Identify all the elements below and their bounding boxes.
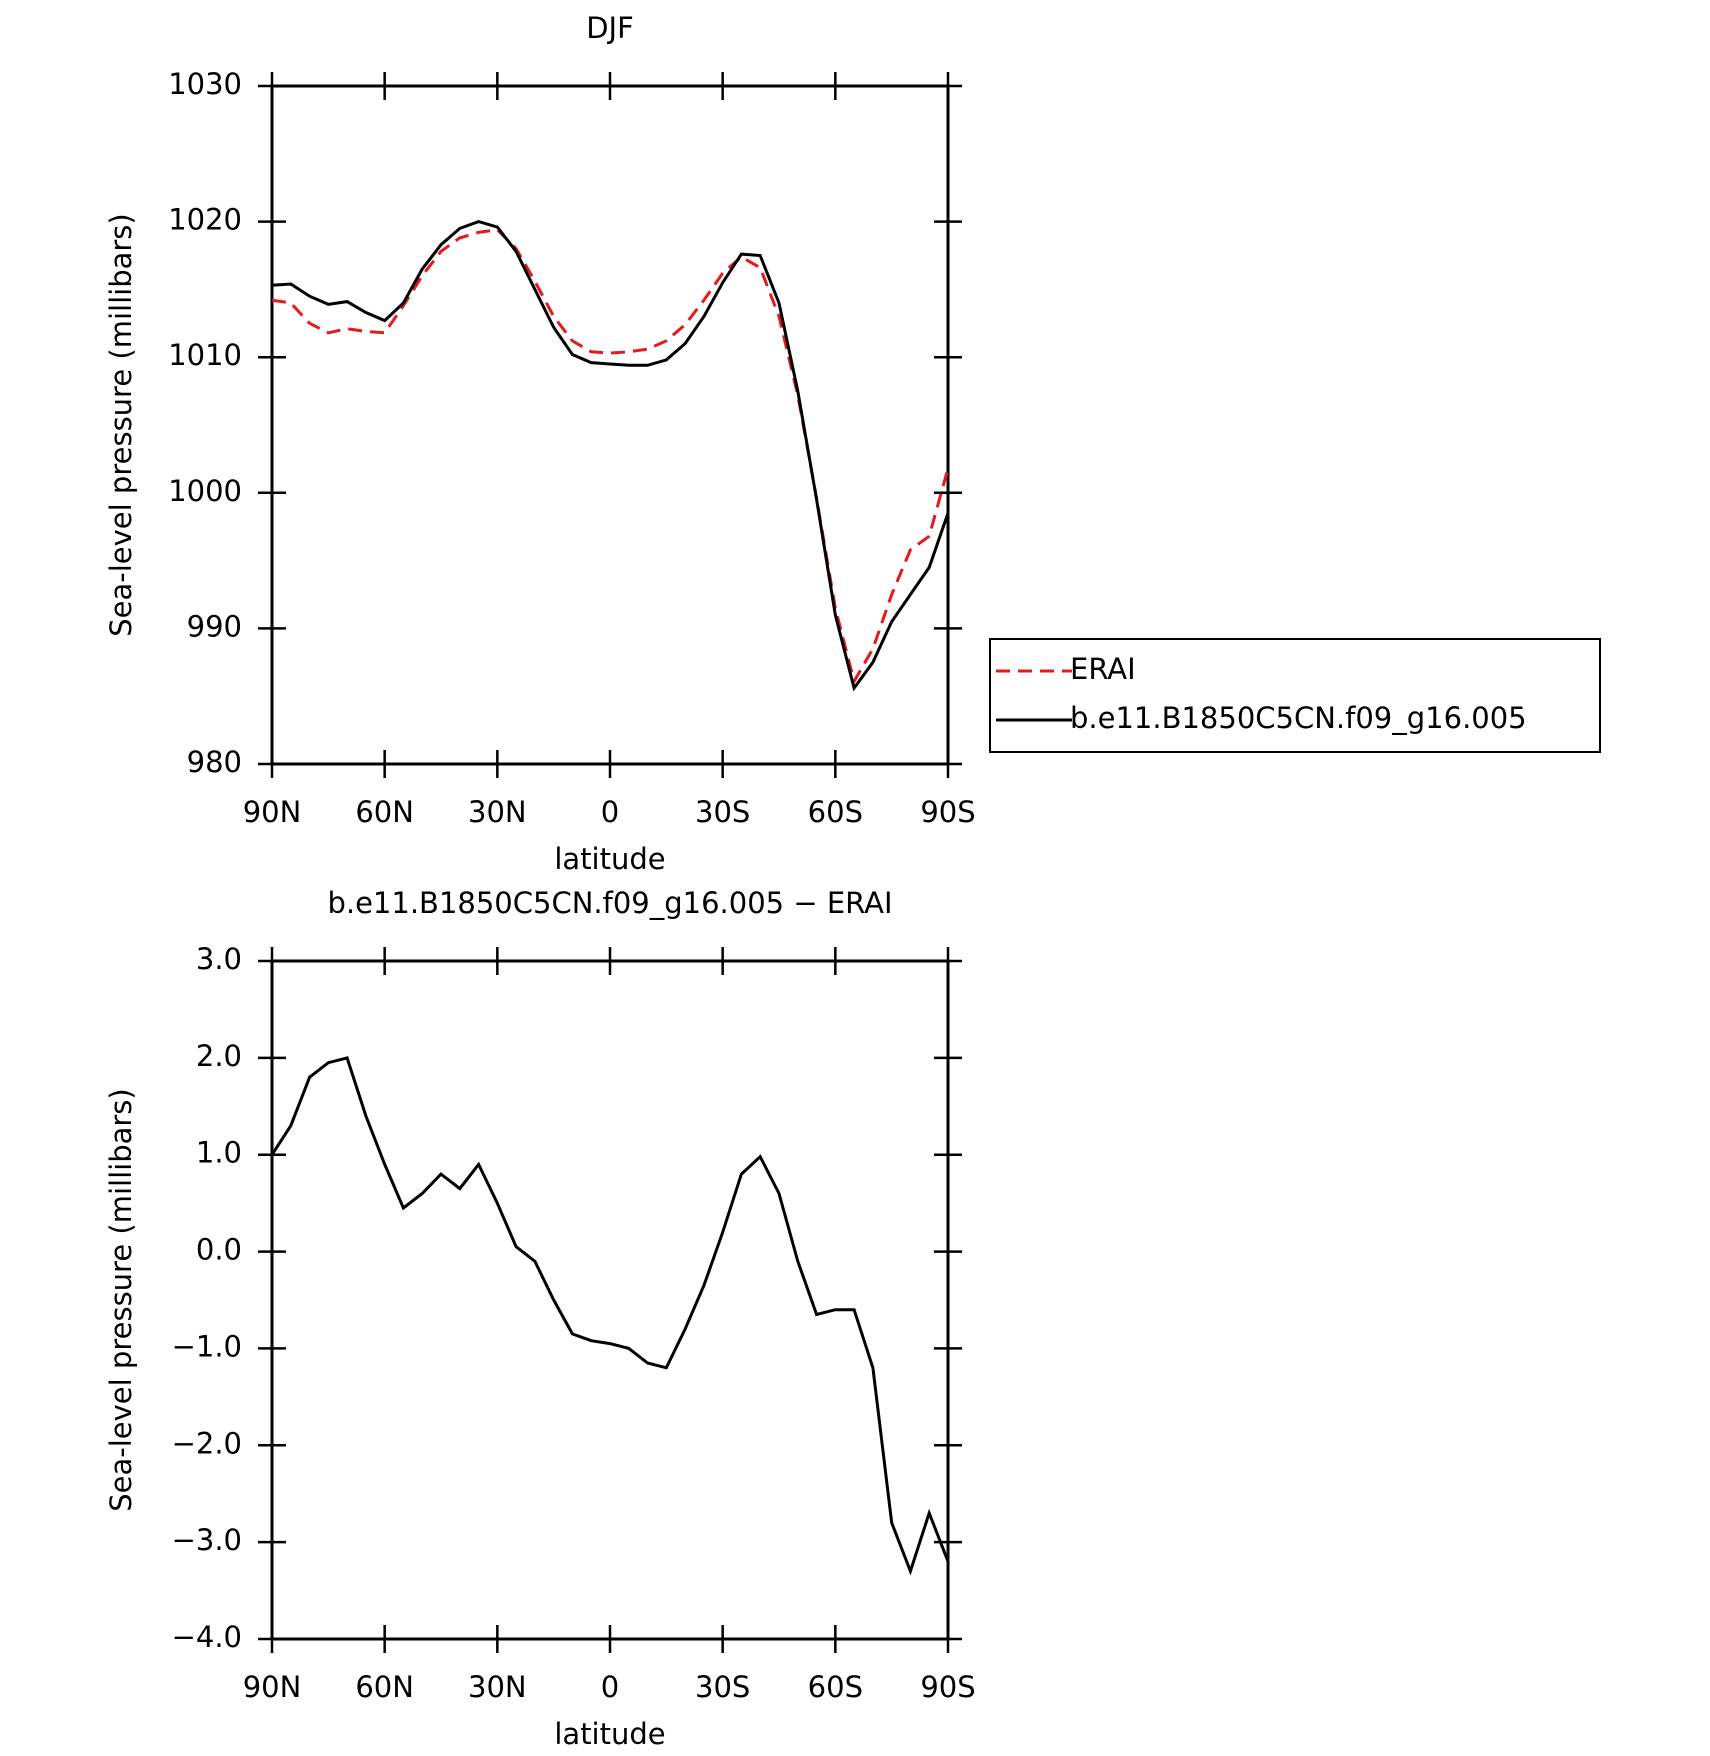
y-tick-label: 3.0 (196, 942, 242, 976)
x-tick-label: 0 (601, 1670, 619, 1704)
x-tick-label: 60S (808, 795, 863, 829)
y-tick-label: −2.0 (172, 1426, 242, 1460)
x-tick-label: 30S (695, 1670, 750, 1704)
x-tick-label: 60N (355, 1670, 414, 1704)
legend-label: b.e11.B1850C5CN.f09_g16.005 (1070, 701, 1527, 735)
y-tick-label: 980 (187, 745, 242, 779)
y-tick-label: −3.0 (172, 1523, 242, 1557)
plot-frame (270, 959, 950, 1641)
x-tick-label: 30N (468, 1670, 527, 1704)
x-tick-label: 90N (243, 1670, 302, 1704)
plot-frame (270, 84, 950, 766)
y-tick-label: 1030 (168, 67, 242, 101)
x-tick-label: 90S (920, 795, 975, 829)
x-axis-label: latitude (554, 842, 665, 876)
x-axis-label: latitude (554, 1717, 665, 1751)
x-tick-label: 30S (695, 795, 750, 829)
data-line (271, 220, 950, 692)
legend-box (989, 638, 1601, 753)
y-axis-label: Sea-level pressure (millibars) (104, 213, 138, 636)
y-tick-label: 1020 (168, 203, 242, 237)
chart-title: b.e11.B1850C5CN.f09_g16.005 − ERAI (327, 886, 892, 920)
x-tick-label: 60S (808, 1670, 863, 1704)
x-tick-label: 90N (243, 795, 302, 829)
data-line (271, 228, 950, 686)
x-tick-label: 60N (355, 795, 414, 829)
y-tick-label: 2.0 (196, 1039, 242, 1073)
y-axis-label: Sea-level pressure (millibars) (104, 1088, 138, 1511)
data-line (270, 1056, 950, 1576)
y-tick-label: 1000 (168, 474, 242, 508)
x-tick-label: 90S (920, 1670, 975, 1704)
y-tick-label: 1010 (168, 338, 242, 372)
x-tick-label: 0 (601, 795, 619, 829)
chart-title: DJF (586, 11, 634, 45)
x-tick-label: 30N (468, 795, 527, 829)
y-tick-label: −4.0 (172, 1620, 242, 1654)
y-tick-label: 1.0 (196, 1136, 242, 1170)
y-tick-label: 990 (187, 609, 242, 643)
y-tick-label: 0.0 (196, 1233, 242, 1267)
legend-label: ERAI (1070, 652, 1136, 686)
y-tick-label: −1.0 (172, 1329, 242, 1363)
